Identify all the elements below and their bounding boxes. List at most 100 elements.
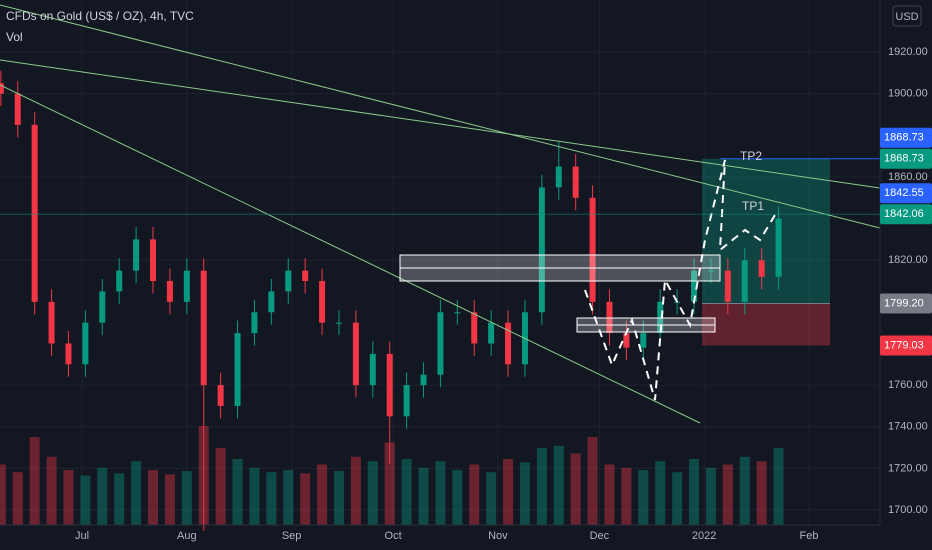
candle-body [386,353,393,417]
volume-bar [553,445,564,525]
volume-bar [739,456,750,525]
candle-body [691,270,698,302]
price-badge-label: 1842.55 [884,187,924,199]
annotation: TP2 [740,149,762,163]
price-badge-label: 1842.06 [884,208,924,220]
volume-bar [350,456,361,525]
volume-bar [384,442,395,525]
candle-body [741,260,748,302]
candle-body [724,270,731,302]
volume-bar [452,470,463,525]
candle-body [116,270,123,292]
candle-body [217,385,224,406]
volume-bar [367,461,378,525]
candle-body [268,291,275,313]
candle-body [538,187,545,313]
volume-bar [604,464,615,525]
volume-bar [486,472,497,525]
candle-body [65,343,72,365]
candle-body [285,270,292,292]
y-tick-label: 1740.00 [888,421,928,433]
volume-bar [29,437,40,525]
volume-bar [401,459,412,525]
position-layer [702,158,830,346]
volume-bar [638,470,649,525]
currency-badge[interactable] [892,5,922,27]
candle-body [420,374,427,386]
candle-body [48,301,55,344]
volume-bar [215,448,226,525]
zone-box [576,324,716,333]
volume-bar [756,461,767,525]
x-tick-label: Oct [385,530,402,542]
candle-body [200,270,207,386]
volume-bar [232,459,243,525]
y-tick-label: 1900.00 [888,88,928,100]
candle-body [606,301,613,334]
volume-bar [12,472,23,525]
volume-bar [0,464,6,525]
price-badge [880,335,932,356]
volume-bar [503,459,514,525]
zone-box [576,317,716,326]
volume-bar [570,453,581,525]
x-tick-label: Dec [590,530,610,542]
zone-box [399,267,721,282]
volume-bar [621,467,632,525]
candle-body [758,260,765,277]
candle-body [572,166,579,198]
candle-body [251,312,258,334]
candle-body [99,291,106,323]
candle-body [707,270,714,272]
projection-path [584,159,776,401]
candle-body [437,312,444,375]
candle-body [166,281,173,302]
axes: 1700.00 1720.00 1740.00 1760.00 1820.00 1860.… [75,46,932,542]
candle-body [234,333,241,406]
volume-bar [114,473,125,525]
price-badge [880,204,932,225]
volume-bar [63,470,74,525]
volume-bar [722,464,733,525]
candle-body [454,312,461,314]
candle-body [775,218,782,277]
volume-bar [148,470,159,525]
candle-body [403,385,410,417]
x-tick-label: Sep [282,530,302,542]
volume-bar [131,461,142,525]
candle-body [31,124,38,302]
price-axis [880,0,932,550]
volume-bar [80,475,91,525]
stop-zone [702,303,830,346]
candle-body [183,270,190,302]
y-tick-label: 1760.00 [888,379,928,391]
candle-body [471,312,478,344]
price-lines [0,158,880,215]
volume-bar [266,472,277,525]
candle-body [0,83,4,94]
volume-bar [333,471,344,525]
price-badge [880,183,932,204]
trend-line [0,59,881,189]
x-tick-label: Feb [800,530,819,542]
indicator-label: Vol [6,30,23,44]
price-badge [880,148,932,169]
y-tick-label: 1720.00 [888,462,928,474]
candle-body [369,353,376,386]
volume-bar [519,462,530,525]
trend-line [0,4,881,229]
volume-bar [418,467,429,525]
candle-body [640,333,647,348]
x-tick-label: 2022 [692,530,716,542]
volume-bar [469,464,480,525]
candle-body [555,166,562,188]
volume-bar [97,467,108,525]
y-tick-label: 1860.00 [888,171,928,183]
y-tick-label: 1700.00 [888,504,928,516]
candle-body [623,333,630,348]
annotation: TP1 [742,199,764,213]
candle-body [319,281,326,323]
candle-body [505,322,512,365]
volume-bar [46,456,57,525]
